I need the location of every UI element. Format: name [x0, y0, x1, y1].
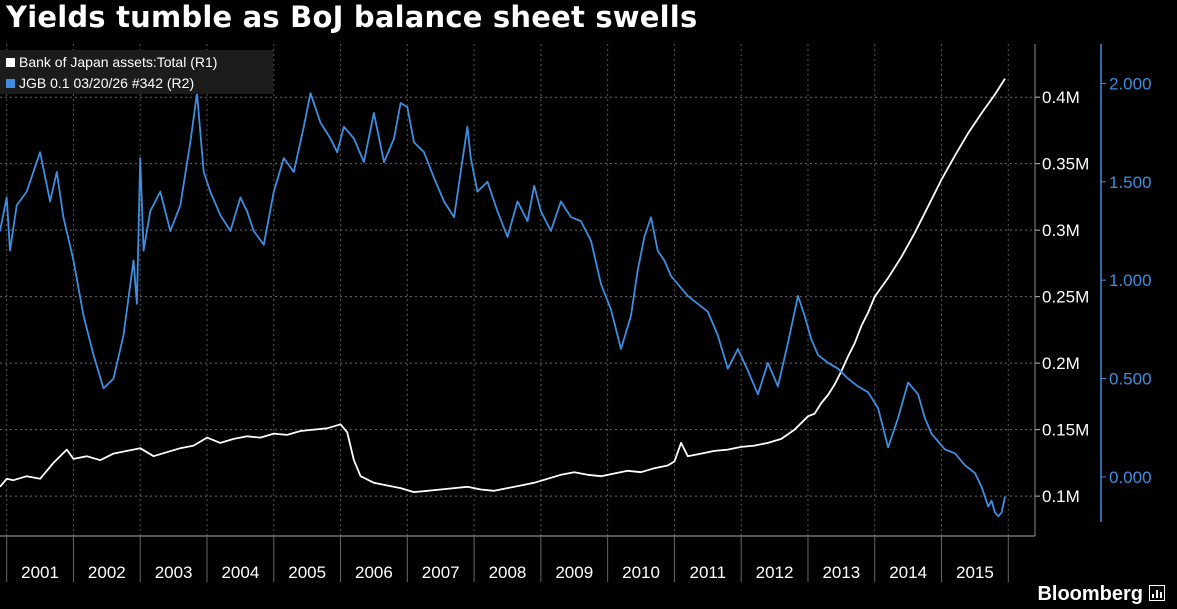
grid-lines	[0, 44, 1035, 536]
x-tick-label: 2005	[288, 563, 326, 582]
r2-tick-label: 1.000	[1109, 271, 1152, 290]
x-tick-label: 2010	[622, 563, 660, 582]
r2-tick-label: 0.000	[1109, 468, 1152, 487]
r2-axis: 0.000 0.500 1.000 1.500 2.000	[1100, 44, 1152, 522]
r2-tick-label: 0.500	[1109, 370, 1152, 389]
x-tick-label: 2008	[489, 563, 527, 582]
bar-chart-icon	[1149, 585, 1165, 601]
r1-axis: 0.1M 0.15M 0.2M 0.25M 0.3M 0.35M 0.4M	[1034, 44, 1089, 536]
x-axis: 2001 2002 2003 2004 2005 2006 2007 2008 2009 2010…	[0, 535, 1035, 582]
series-line-boj-assets	[0, 78, 1006, 494]
series-line-jgb-yield	[0, 92, 1006, 518]
bloomberg-logo: Bloomberg	[1037, 583, 1143, 605]
legend: Bank of Japan assets:Total (R1) JGB 0.1 …	[0, 50, 273, 94]
x-tick-label: 2013	[822, 563, 860, 582]
x-tick-label: 2001	[21, 563, 59, 582]
x-tick-label: 2009	[555, 563, 593, 582]
legend-swatch-blue	[6, 78, 15, 88]
x-tick-label: 2002	[88, 563, 126, 582]
x-tick-label: 2015	[956, 563, 994, 582]
r1-tick-label: 0.3M	[1042, 221, 1080, 240]
legend-item-jgb-yield: JGB 0.1 03/20/26 #342 (R2)	[0, 74, 273, 92]
x-tick-label: 2012	[756, 563, 794, 582]
legend-item-boj-assets: Bank of Japan assets:Total (R1)	[0, 53, 273, 71]
legend-label: Bank of Japan assets:Total (R1)	[19, 54, 218, 70]
x-tick-label: 2004	[221, 563, 259, 582]
r1-tick-label: 0.35M	[1042, 155, 1089, 174]
legend-swatch-white	[6, 57, 15, 67]
r2-tick-label: 1.500	[1109, 173, 1152, 192]
r1-tick-label: 0.15M	[1042, 421, 1089, 440]
r1-tick-label: 0.25M	[1042, 288, 1089, 307]
r1-tick-label: 0.4M	[1042, 88, 1080, 107]
r2-tick-label: 2.000	[1109, 74, 1152, 93]
x-tick-label: 2007	[422, 563, 460, 582]
x-tick-label: 2003	[155, 563, 193, 582]
x-tick-label: 2014	[889, 563, 927, 582]
r1-tick-label: 0.1M	[1042, 487, 1080, 506]
x-tick-label: 2006	[355, 563, 393, 582]
x-tick-label: 2011	[690, 563, 727, 582]
r1-tick-label: 0.2M	[1042, 354, 1080, 373]
chart-title: Yields tumble as BoJ balance sheet swell…	[6, 0, 698, 34]
series-lines	[0, 78, 1006, 518]
legend-label: JGB 0.1 03/20/26 #342 (R2)	[19, 75, 195, 91]
